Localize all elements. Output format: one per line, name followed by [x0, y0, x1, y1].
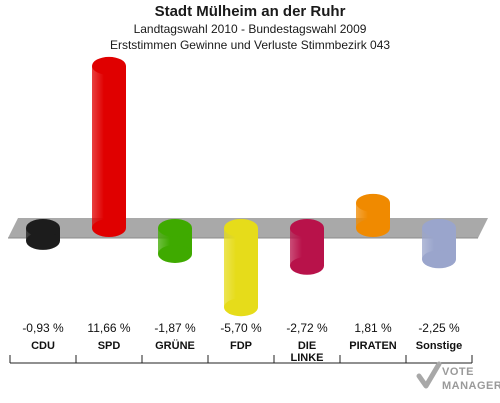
value-label: -1,87 % [154, 321, 196, 335]
category-label: SPD [98, 340, 121, 352]
bar-die-linke [290, 219, 324, 275]
chart-title: Stadt Mülheim an der Ruhr [154, 3, 346, 20]
bar-body [224, 228, 258, 308]
value-label: -5,70 % [220, 321, 262, 335]
bar-top-cap [422, 219, 456, 237]
category-label: CDU [31, 340, 55, 352]
value-label: -2,72 % [286, 321, 328, 335]
category-label: GRÜNE [155, 339, 195, 352]
watermark-logo: VOTE MANAGER [416, 358, 500, 398]
bar-sonstige [422, 219, 456, 269]
bar-body [92, 65, 126, 229]
bar-spd [92, 56, 126, 237]
chart-subtitle-election: Landtagswahl 2010 - Bundestagswahl 2009 [133, 22, 367, 36]
bar-top-cap [158, 219, 192, 237]
bar-top-cap [92, 56, 126, 75]
bar-piraten [356, 193, 390, 237]
bar-top-cap [26, 219, 60, 237]
bar-bottom-cap [290, 256, 324, 275]
category-label: Sonstige [416, 340, 462, 352]
bar-top-cap [290, 219, 324, 237]
value-label: 1,81 % [354, 321, 392, 335]
chart-subtitle-detail: Erststimmen Gewinne und Verluste Stimmbe… [109, 38, 391, 52]
category-label: PIRATEN [349, 340, 397, 352]
value-label: -2,25 % [418, 321, 460, 335]
bar-gr-ne [158, 219, 192, 263]
watermark-text-manager: MANAGER [442, 380, 500, 392]
watermark-text-vote: VOTE [442, 366, 474, 378]
bar-bottom-cap [224, 298, 258, 317]
bar-bottom-cap [92, 219, 126, 237]
bar-bottom-cap [26, 231, 60, 250]
bar-bottom-cap [158, 244, 192, 263]
bar-fdp [224, 219, 258, 317]
category-label: LINKE [291, 352, 324, 364]
category-label: FDP [230, 340, 252, 352]
bar-bottom-cap [422, 250, 456, 269]
bar-bottom-cap [356, 219, 390, 237]
bar-cdu [26, 219, 60, 250]
bar-top-cap [224, 219, 258, 237]
value-label: 11,66 % [87, 321, 130, 335]
checkmark-icon [416, 361, 442, 389]
bar-top-cap [356, 193, 390, 212]
value-label: -0,93 % [22, 321, 64, 335]
category-label: DIE [298, 340, 316, 352]
